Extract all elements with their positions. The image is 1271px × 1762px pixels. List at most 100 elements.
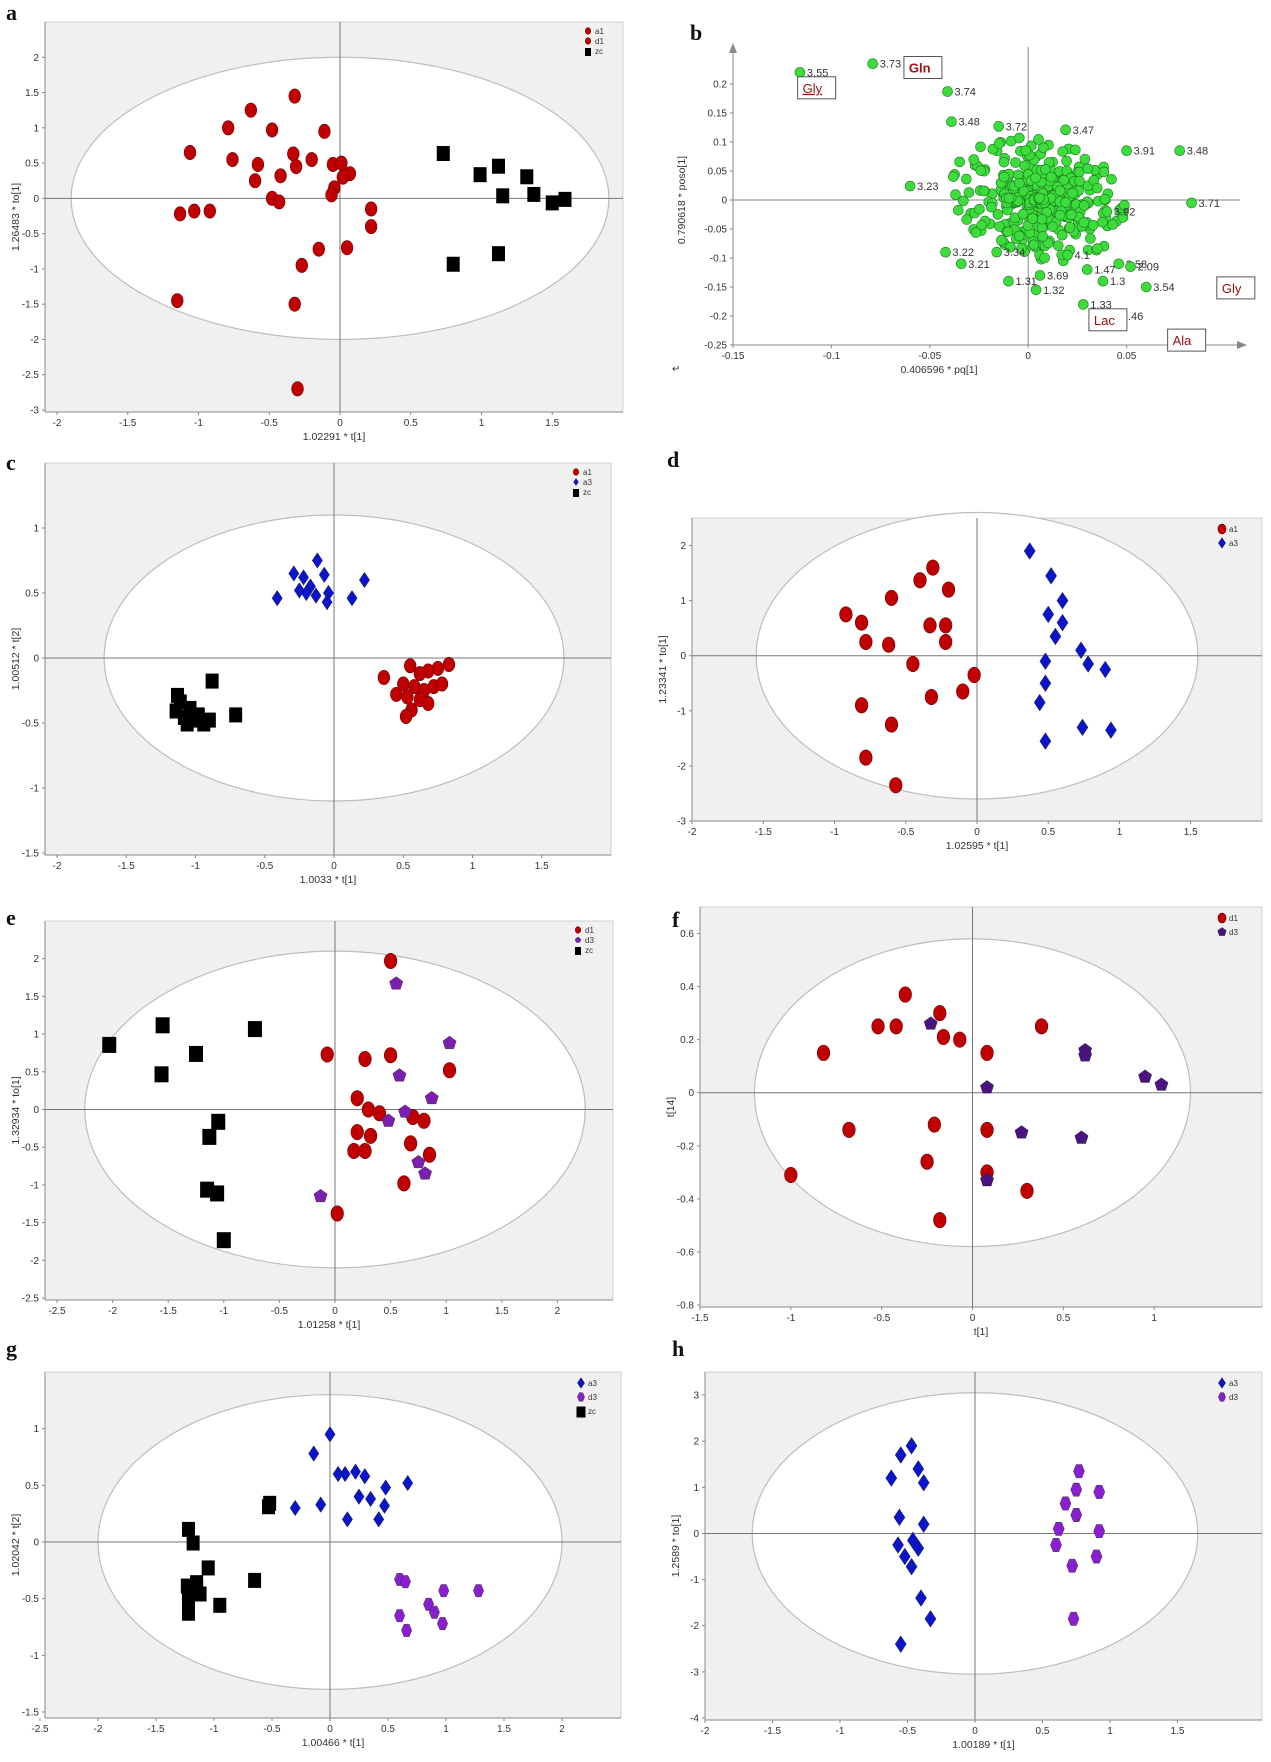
variable-label: 3.74 xyxy=(955,87,976,99)
point-d1 xyxy=(183,145,197,160)
point-d1 xyxy=(171,293,184,309)
point-a1 xyxy=(889,777,903,794)
point-a3 xyxy=(894,1446,907,1464)
variable-point xyxy=(996,235,1007,246)
point-zc xyxy=(177,710,191,725)
x-tick-label: -1 xyxy=(210,1724,219,1735)
panel-label-e: e xyxy=(6,905,16,930)
x-tick-label: 0 xyxy=(970,1313,976,1324)
y-tick-label: -3 xyxy=(30,406,39,417)
point-a3 xyxy=(300,584,312,602)
legend-label-a3: a3 xyxy=(1229,1379,1238,1388)
point-d1 xyxy=(417,1112,431,1129)
x-tick-label: -2 xyxy=(53,861,62,872)
variable-point xyxy=(955,258,967,270)
point-d1 xyxy=(173,206,187,222)
x-tick-label: 1 xyxy=(443,1306,449,1317)
x-tick-label: 0 xyxy=(331,861,337,872)
point-d1 xyxy=(312,241,325,257)
legend-marker-zc xyxy=(585,48,591,56)
point-a3 xyxy=(1056,613,1069,632)
point-d3 xyxy=(473,1584,484,1598)
y-axis-label: 0.790618 * poso[1] xyxy=(676,156,688,244)
metabolite-box xyxy=(1216,276,1256,300)
variable-point xyxy=(1056,229,1068,241)
point-d1 xyxy=(251,157,265,172)
point-d3 xyxy=(442,1035,457,1049)
point-zc xyxy=(210,1185,225,1202)
variable-point xyxy=(1106,173,1117,185)
variable-point xyxy=(1064,222,1076,233)
y-tick-label: -0.5 xyxy=(22,1594,40,1605)
variable-point xyxy=(1005,241,1016,253)
point-d1 xyxy=(347,1142,361,1159)
variable-point xyxy=(998,171,1010,183)
point-d3 xyxy=(980,1173,994,1187)
variable-point xyxy=(998,156,1010,168)
y-tick-label: 0.6 xyxy=(680,929,694,940)
point-a3 xyxy=(339,1465,351,1483)
variable-point xyxy=(1054,185,1066,197)
point-d1 xyxy=(288,296,301,312)
point-zc xyxy=(473,167,487,183)
point-d1 xyxy=(927,1116,941,1133)
variable-point xyxy=(1030,284,1042,296)
point-a3 xyxy=(1099,660,1112,679)
x-tick-label: 0.5 xyxy=(381,1724,395,1735)
legend-marker-a1 xyxy=(572,468,579,476)
point-d1 xyxy=(361,1101,375,1118)
point-d1 xyxy=(358,1050,372,1067)
y-axis-label: t[14] xyxy=(665,1097,677,1118)
point-d1 xyxy=(364,201,378,217)
x-axis-label: 1.01258 * t[1] xyxy=(298,1319,361,1331)
x-tick-label: -0.5 xyxy=(256,861,274,872)
point-a3 xyxy=(380,1479,392,1496)
point-a3 xyxy=(892,1536,904,1554)
x-tick-label: -0.5 xyxy=(873,1313,891,1324)
point-zc xyxy=(189,1045,203,1062)
point-a1 xyxy=(401,689,414,705)
point-d1 xyxy=(920,1153,934,1170)
panel-b: b -0.15 -0.1 -0.05 0 0.05 -0.25 -0.2 -0.15 -0.1 -0… xyxy=(672,20,1256,376)
variable-point xyxy=(1174,145,1186,156)
variable-point xyxy=(978,185,990,197)
variable-point xyxy=(1096,216,1108,228)
panel-g: g -2.5 -2 -1.5 -1 -0.5 0 0.5 1 1.5 2 -1.5 -1 -0.5 0 0.5… xyxy=(6,1336,622,1749)
x-tick-label: 0 xyxy=(337,418,343,429)
point-a1 xyxy=(884,716,899,733)
metabolite-box xyxy=(1167,328,1207,352)
variable-point xyxy=(1013,132,1025,144)
variable-point xyxy=(1036,213,1048,225)
point-d1 xyxy=(784,1166,798,1183)
x-tick-label: 2 xyxy=(555,1306,561,1317)
point-a3 xyxy=(288,565,300,582)
x-tick-label: -0.15 xyxy=(722,351,745,362)
point-d1 xyxy=(318,123,331,139)
y-tick-label: 0 xyxy=(693,1529,699,1540)
variable-point xyxy=(1037,142,1049,153)
variable-point xyxy=(1087,219,1099,231)
point-zc xyxy=(154,1066,169,1083)
point-a3 xyxy=(1033,693,1046,712)
point-zc xyxy=(446,256,460,272)
point-d1 xyxy=(1034,1018,1049,1035)
variable-point xyxy=(1121,145,1132,156)
point-a3 xyxy=(905,1557,918,1576)
point-d1 xyxy=(898,986,912,1003)
point-a3 xyxy=(310,587,322,604)
variable-point xyxy=(1003,275,1014,287)
variable-point xyxy=(1010,157,1021,168)
point-zc xyxy=(491,158,505,174)
variable-point xyxy=(954,156,965,168)
point-a1 xyxy=(956,683,970,700)
x-tick-label: -0.5 xyxy=(897,827,915,838)
point-zc xyxy=(181,1521,195,1537)
point-a3 xyxy=(271,590,283,607)
y-axis-label: 1.00512 * t[2] xyxy=(10,628,22,691)
variable-point xyxy=(1140,281,1152,293)
point-a1 xyxy=(913,572,927,589)
variable-label: 3.23 xyxy=(917,181,938,193)
point-d1 xyxy=(188,203,201,219)
x-tick-label: 1 xyxy=(470,861,476,872)
